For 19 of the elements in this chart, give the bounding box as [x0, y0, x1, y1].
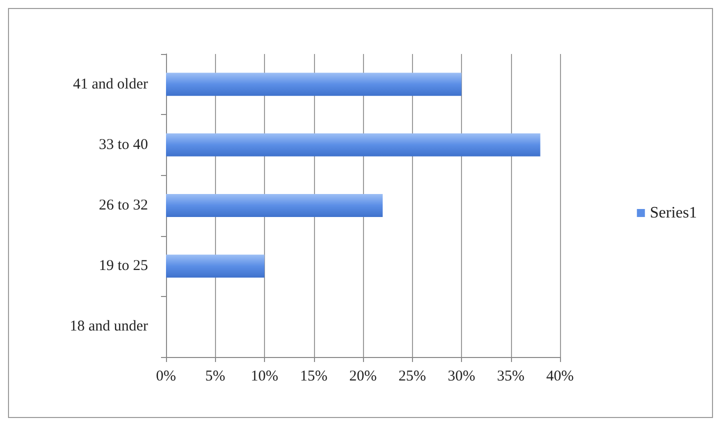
x-tick-label: 0% [156, 368, 176, 384]
x-tick-label: 10% [250, 368, 278, 384]
x-tick-label: 20% [349, 368, 377, 384]
legend-label: Series1 [650, 204, 698, 222]
y-tick-label: 41 and older [73, 76, 148, 92]
y-tick-label: 18 and under [70, 318, 148, 335]
y-tick-label: 26 to 32 [98, 198, 148, 214]
x-tick-label: 30% [448, 368, 476, 384]
x-tick-label: 15% [300, 368, 328, 384]
bar [166, 72, 462, 96]
y-tick-label: 33 to 40 [98, 136, 148, 153]
x-tick-label: 5% [205, 368, 226, 384]
y-tick-label: 19 to 25 [98, 258, 148, 274]
x-tick-label: 35% [497, 368, 524, 384]
bar [166, 254, 264, 278]
bar [166, 194, 383, 218]
bar [166, 133, 540, 156]
x-tick-label: 40% [546, 368, 574, 384]
x-tick-label: 25% [398, 368, 426, 384]
